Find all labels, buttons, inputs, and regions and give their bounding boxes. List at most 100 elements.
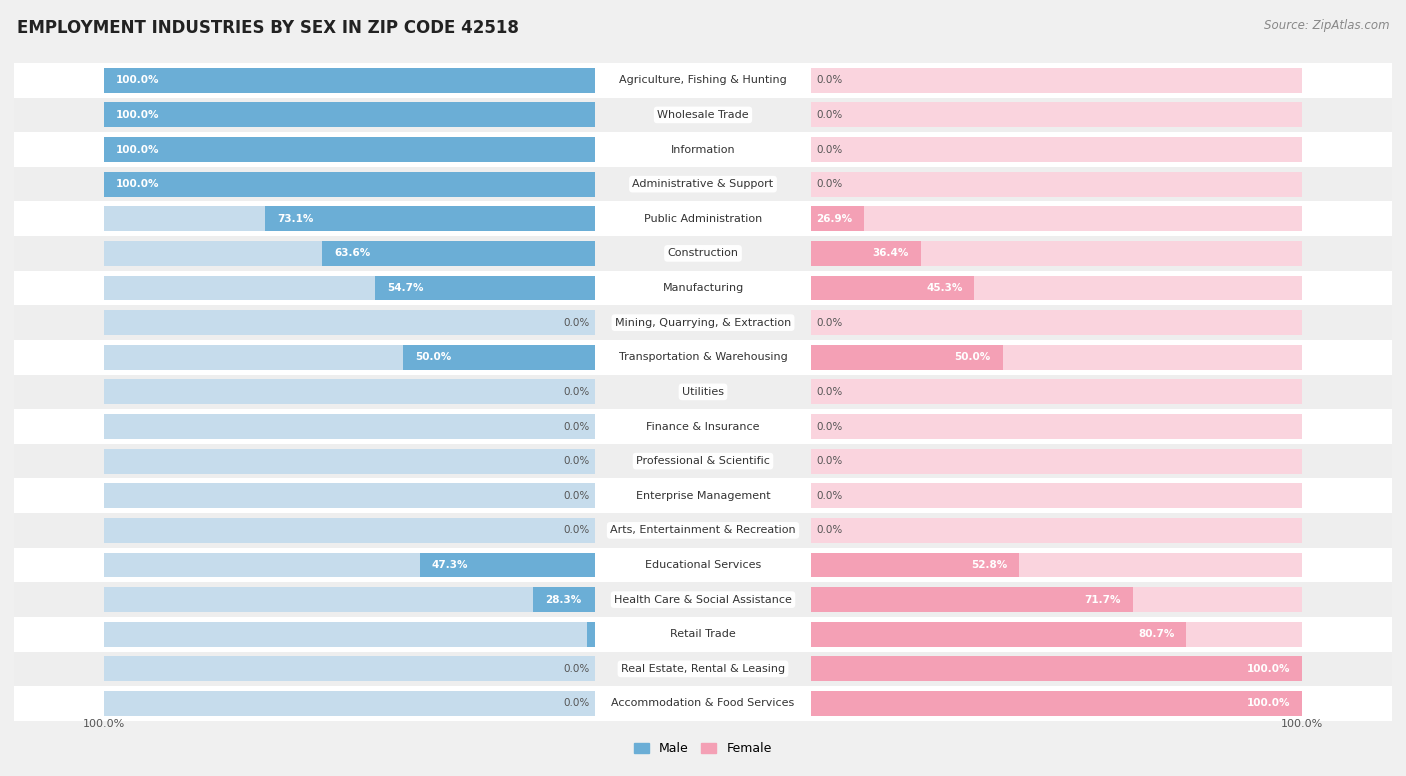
Bar (14, 132, 1392, 167)
Bar (104, 275, 595, 300)
Bar (811, 691, 1302, 716)
Bar (811, 587, 1133, 612)
Text: Manufacturing: Manufacturing (662, 283, 744, 293)
Text: Mining, Quarrying, & Extraction: Mining, Quarrying, & Extraction (614, 317, 792, 327)
Text: Public Administration: Public Administration (644, 213, 762, 223)
Bar (322, 241, 595, 266)
Bar (104, 656, 595, 681)
Bar (104, 68, 595, 93)
Bar (104, 622, 595, 646)
Bar (811, 171, 1302, 196)
Bar (104, 310, 595, 335)
Bar (104, 691, 595, 716)
Text: Retail Trade: Retail Trade (671, 629, 735, 639)
Text: 100.0%: 100.0% (1247, 698, 1291, 708)
Text: 100.0%: 100.0% (115, 179, 159, 189)
Bar (811, 68, 1302, 93)
Text: 50.0%: 50.0% (415, 352, 451, 362)
Bar (811, 483, 1302, 508)
Text: 0.0%: 0.0% (562, 698, 589, 708)
Bar (14, 375, 1392, 409)
Bar (811, 241, 921, 266)
Text: 54.7%: 54.7% (387, 283, 423, 293)
Text: Enterprise Management: Enterprise Management (636, 490, 770, 501)
Bar (14, 479, 1392, 513)
Bar (14, 305, 1392, 340)
Text: 0.0%: 0.0% (817, 75, 844, 85)
Bar (104, 483, 595, 508)
Text: 0.0%: 0.0% (817, 387, 844, 397)
Text: Health Care & Social Assistance: Health Care & Social Assistance (614, 594, 792, 605)
Bar (266, 206, 595, 231)
Bar (811, 553, 1019, 577)
Bar (811, 379, 1302, 404)
Text: 100.0%: 100.0% (83, 719, 125, 729)
Bar (14, 98, 1392, 132)
Text: 47.3%: 47.3% (432, 560, 468, 570)
Bar (104, 553, 595, 577)
Bar (104, 171, 595, 196)
Bar (14, 167, 1392, 202)
Text: 100.0%: 100.0% (115, 110, 159, 120)
Bar (104, 137, 595, 162)
Text: 28.3%: 28.3% (546, 594, 582, 605)
Legend: Male, Female: Male, Female (630, 737, 776, 760)
Bar (14, 686, 1392, 721)
Text: 0.0%: 0.0% (817, 179, 844, 189)
Bar (811, 622, 1302, 646)
Text: Administrative & Support: Administrative & Support (633, 179, 773, 189)
Bar (811, 206, 1302, 231)
Text: Professional & Scientific: Professional & Scientific (636, 456, 770, 466)
Text: Arts, Entertainment & Recreation: Arts, Entertainment & Recreation (610, 525, 796, 535)
Text: 0.0%: 0.0% (817, 456, 844, 466)
Bar (811, 275, 974, 300)
Text: 0.0%: 0.0% (562, 317, 589, 327)
Bar (811, 622, 1187, 646)
Bar (14, 513, 1392, 548)
Text: 0.0%: 0.0% (817, 490, 844, 501)
Text: 52.8%: 52.8% (972, 560, 1007, 570)
Text: Construction: Construction (668, 248, 738, 258)
Bar (104, 241, 595, 266)
Text: 100.0%: 100.0% (115, 144, 159, 154)
Text: Source: ZipAtlas.com: Source: ZipAtlas.com (1264, 19, 1389, 33)
Text: 0.0%: 0.0% (562, 525, 589, 535)
Bar (811, 345, 1302, 369)
Bar (811, 345, 1002, 369)
Bar (14, 548, 1392, 582)
Bar (811, 206, 865, 231)
Text: Finance & Insurance: Finance & Insurance (647, 421, 759, 431)
Bar (104, 102, 595, 127)
Text: 0.0%: 0.0% (562, 456, 589, 466)
Text: Utilities: Utilities (682, 387, 724, 397)
Bar (104, 379, 595, 404)
Text: 100.0%: 100.0% (1247, 663, 1291, 674)
Bar (811, 310, 1302, 335)
Bar (14, 652, 1392, 686)
Bar (104, 206, 595, 231)
Bar (375, 275, 595, 300)
Bar (104, 345, 595, 369)
Bar (811, 691, 1302, 716)
Text: 63.6%: 63.6% (335, 248, 370, 258)
Text: 0.0%: 0.0% (817, 525, 844, 535)
Text: 100.0%: 100.0% (115, 75, 159, 85)
Bar (14, 409, 1392, 444)
Text: 0.0%: 0.0% (562, 387, 589, 397)
Bar (14, 236, 1392, 271)
Text: 100.0%: 100.0% (1281, 719, 1323, 729)
Text: 0.0%: 0.0% (817, 144, 844, 154)
Text: Agriculture, Fishing & Hunting: Agriculture, Fishing & Hunting (619, 75, 787, 85)
Bar (104, 68, 595, 93)
Bar (104, 137, 595, 162)
Bar (811, 656, 1302, 681)
Text: 0.0%: 0.0% (562, 421, 589, 431)
Bar (14, 340, 1392, 375)
Text: 26.9%: 26.9% (815, 213, 852, 223)
Bar (104, 102, 595, 127)
Bar (533, 587, 595, 612)
Text: 0.0%: 0.0% (817, 110, 844, 120)
Bar (104, 449, 595, 473)
Text: Accommodation & Food Services: Accommodation & Food Services (612, 698, 794, 708)
Bar (811, 518, 1302, 543)
